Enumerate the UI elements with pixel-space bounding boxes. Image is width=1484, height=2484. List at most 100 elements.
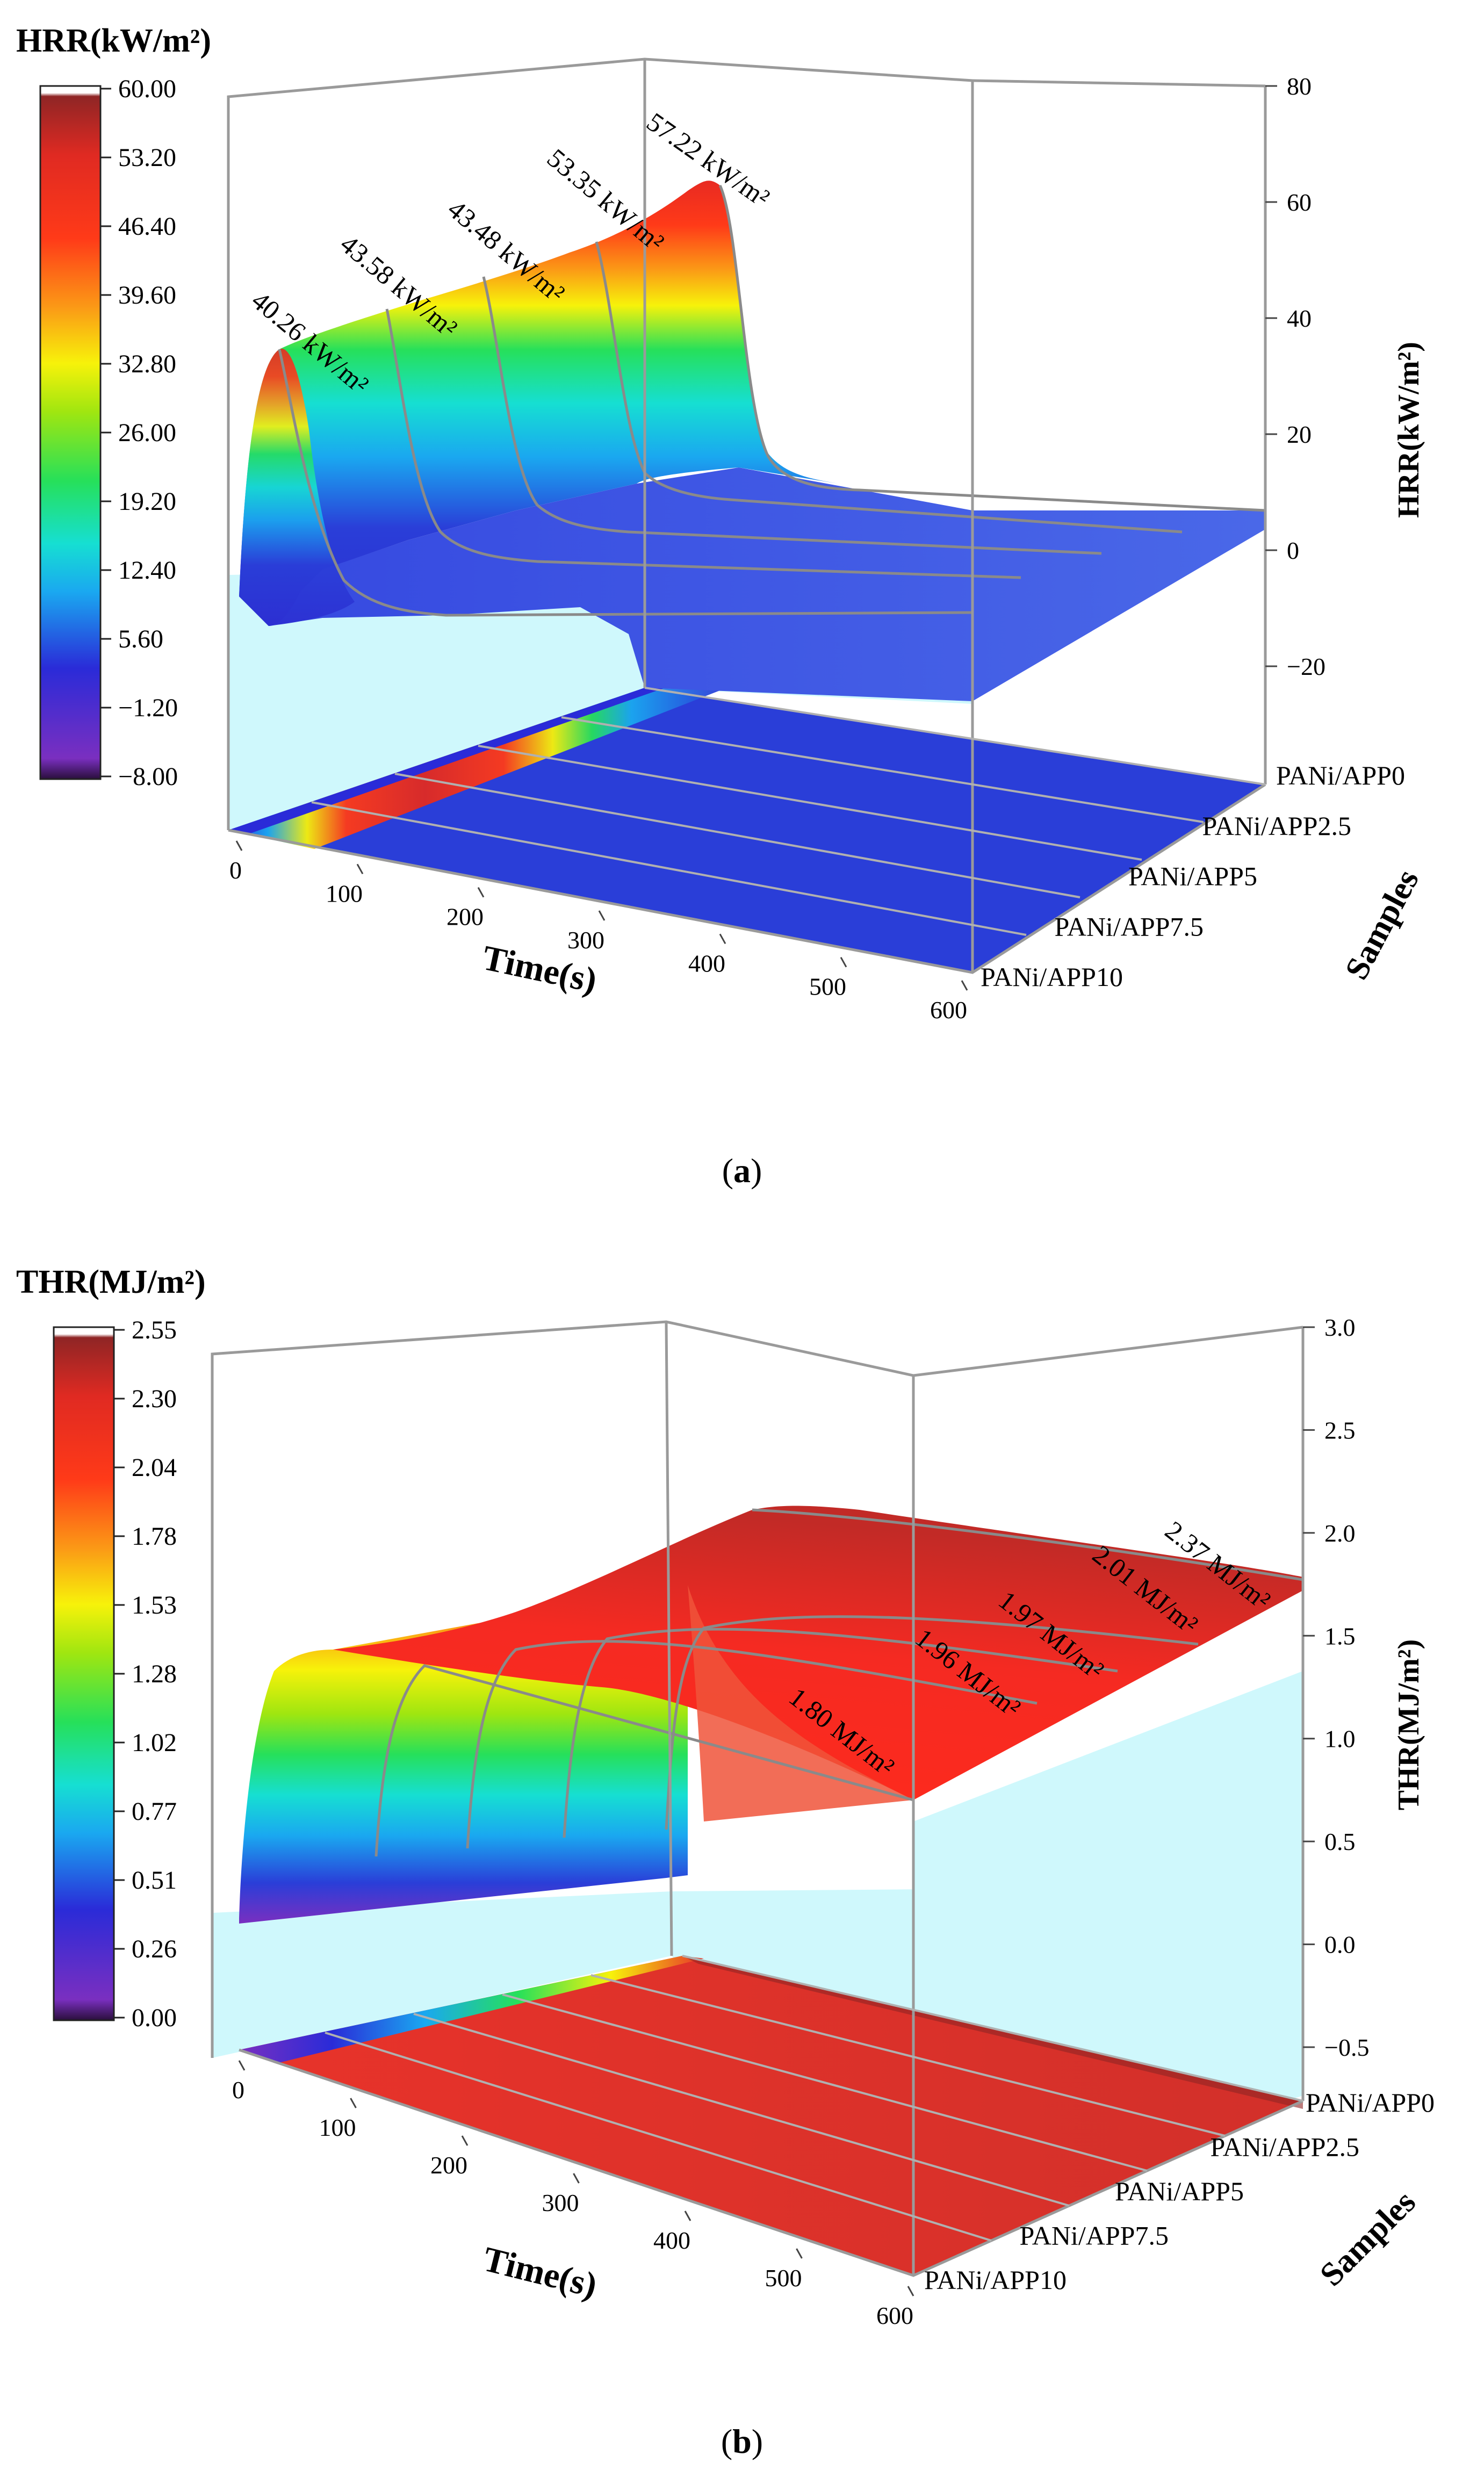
x-tick-label: 300 (542, 2189, 579, 2216)
floor-grid (325, 1955, 1303, 2242)
sample-curves (374, 1508, 1303, 1857)
colorbar-tick-label: 2.04 (132, 1453, 177, 1482)
z-tick-label: 2.0 (1324, 1520, 1356, 1547)
hrr-chart: HRR(kW/m²) 60.00 53.20 46.40 39.60 32.80 26.0… (16, 23, 1427, 1190)
colorbar-tick-label: 5.60 (118, 625, 163, 653)
surface-tail (239, 467, 1265, 701)
floor-grid (311, 687, 1266, 936)
surface-peaks (239, 181, 838, 626)
colorbar-tick-label: 60.00 (118, 75, 176, 103)
colorbar-tick-label: 1.53 (132, 1591, 177, 1619)
surface-front-peak (239, 348, 355, 626)
sample-tick-label: PANi/APP2.5 (1211, 2132, 1359, 2162)
colorbar-tick-label: 1.28 (132, 1660, 177, 1688)
z-axis: 3.0 2.5 2.0 1.5 1.0 0.5 0.0 −0.5 (1303, 1314, 1369, 2061)
colorbar-ticks: 2.55 2.30 2.04 1.78 1.53 1.28 1.02 0.77 0.51 0.26… (114, 1316, 177, 2032)
samples-axis-label: Samples (1338, 863, 1427, 985)
x-tick (573, 2173, 580, 2184)
x-tick (840, 956, 847, 968)
x-tick-label: 400 (653, 2227, 690, 2254)
sample-tick-label: PANi/APP7.5 (1055, 911, 1204, 941)
z-tick-label: 0.0 (1324, 1931, 1356, 1959)
colorbar-tick-label: 1.78 (132, 1522, 177, 1551)
z-tick-label: 0.5 (1324, 1828, 1356, 1855)
surface-plateau (333, 1506, 1303, 1800)
colorbar-tick-label: −1.20 (118, 694, 178, 722)
x-tick (477, 887, 485, 898)
z-tick-label: 20 (1287, 421, 1312, 448)
colorbar (53, 1326, 115, 2021)
x-tick-label: 0 (232, 2076, 244, 2104)
sample-tick-label: PANi/APP0 (1306, 2087, 1435, 2118)
z-tick-label: 2.5 (1324, 1416, 1356, 1444)
sample-tick-label: PANi/APP0 (1276, 760, 1405, 790)
colorbar (39, 85, 102, 780)
z-tick-label: 3.0 (1324, 1314, 1356, 1341)
x-tick-label: 500 (809, 973, 846, 1000)
panel-label-a: (a) (722, 1151, 762, 1190)
samples-axis: PANi/APP0 PANi/APP2.5 PANi/APP5 PANi/APP7.5… (981, 760, 1405, 992)
x-tick-label: 100 (319, 2114, 356, 2141)
colorbar-tick-label: 12.40 (118, 556, 176, 585)
colorbar-tick-label: 0.51 (132, 1866, 177, 1895)
z-axis-label: HRR(kW/m²) (1392, 342, 1425, 518)
colorbar-tick-label: 46.40 (118, 212, 176, 241)
x-tick (235, 840, 243, 851)
x-tick (350, 2098, 357, 2108)
x-tick-label: 100 (326, 880, 363, 907)
floor-edge (228, 688, 664, 834)
x-tick (961, 980, 968, 991)
x-tick-label: 300 (567, 926, 604, 954)
colorbar-tick-label: 0.00 (132, 2004, 177, 2032)
x-tick-label: 200 (430, 2151, 467, 2179)
sample-tick-label: PANi/APP5 (1128, 861, 1257, 891)
colorbar-tick-label: 53.20 (118, 143, 176, 172)
x-tick-label: 600 (876, 2302, 913, 2329)
colorbar-tick-label: 19.20 (118, 487, 176, 516)
samples-axis: PANi/APP0 PANi/APP2.5 PANi/APP5 PANi/APP7.5… (924, 2087, 1435, 2295)
x-tick-label: 200 (446, 903, 484, 931)
x-tick (356, 863, 364, 875)
colorbar-tick-label: −8.00 (118, 762, 178, 791)
sample-tick-label: PANi/APP10 (924, 2265, 1067, 2295)
colorbar-title: HRR(kW/m²) (16, 23, 211, 59)
z-tick-label: 80 (1287, 73, 1312, 100)
colorbar-tick-label: 1.02 (132, 1729, 177, 1757)
floor-back-shade (682, 1956, 1303, 2109)
floor-rise-band (239, 1956, 704, 2063)
colorbar-tick-label: 26.00 (118, 419, 176, 447)
colorbar-tick-label: 39.60 (118, 281, 176, 309)
colorbar-title: THR(MJ/m²) (16, 1264, 206, 1300)
panel-a-hrr: HRR(kW/m²) 60.00 53.20 46.40 39.60 32.80 26.0… (0, 0, 1484, 1236)
sample-tick-label: PANi/APP5 (1115, 2176, 1244, 2206)
z-tick-label: −0.5 (1324, 2034, 1369, 2061)
x-axis: 0 100 200 300 400 500 600 (232, 2060, 914, 2329)
axis-box (211, 1320, 1305, 2277)
colorbar-tick-label: 2.30 (132, 1385, 177, 1413)
x-tick-label: 600 (930, 996, 967, 1024)
x-tick-label: 400 (688, 949, 725, 977)
samples-axis-label: Samples (1313, 2184, 1423, 2293)
x-tick (719, 933, 726, 945)
x-tick (684, 2211, 691, 2221)
colorbar-ticks: 60.00 53.20 46.40 39.60 32.80 26.00 19.20 12.40… (100, 75, 178, 791)
z-tick-label: 1.5 (1324, 1622, 1356, 1650)
x-tick (598, 910, 606, 921)
z-tick-label: −20 (1287, 653, 1325, 680)
z-tick-label: 40 (1287, 305, 1312, 332)
z-tick-label: 1.0 (1324, 1725, 1356, 1753)
sample-tick-label: PANi/APP10 (981, 962, 1123, 992)
x-tick-label: 500 (765, 2264, 802, 2292)
x-axis-label: Time(s) (479, 2240, 601, 2306)
sample-curves (278, 184, 1266, 617)
x-tick (238, 2060, 246, 2071)
thr-chart: THR(MJ/m²) 2.552.302.041.781.531.281.020… (16, 1264, 1435, 2460)
z-axis: 80 60 40 20 0 −20 (1265, 73, 1325, 680)
panel-label-b: (b) (721, 2422, 763, 2460)
surface-mid (688, 1585, 913, 1821)
x-tick-label: 0 (229, 856, 242, 884)
z-tick-label: 0 (1287, 537, 1299, 564)
sample-tick-label: PANi/APP7.5 (1020, 2221, 1169, 2251)
colorbar-tick-label: 0.77 (132, 1797, 177, 1826)
sample-tick-label: PANi/APP2.5 (1202, 811, 1351, 841)
